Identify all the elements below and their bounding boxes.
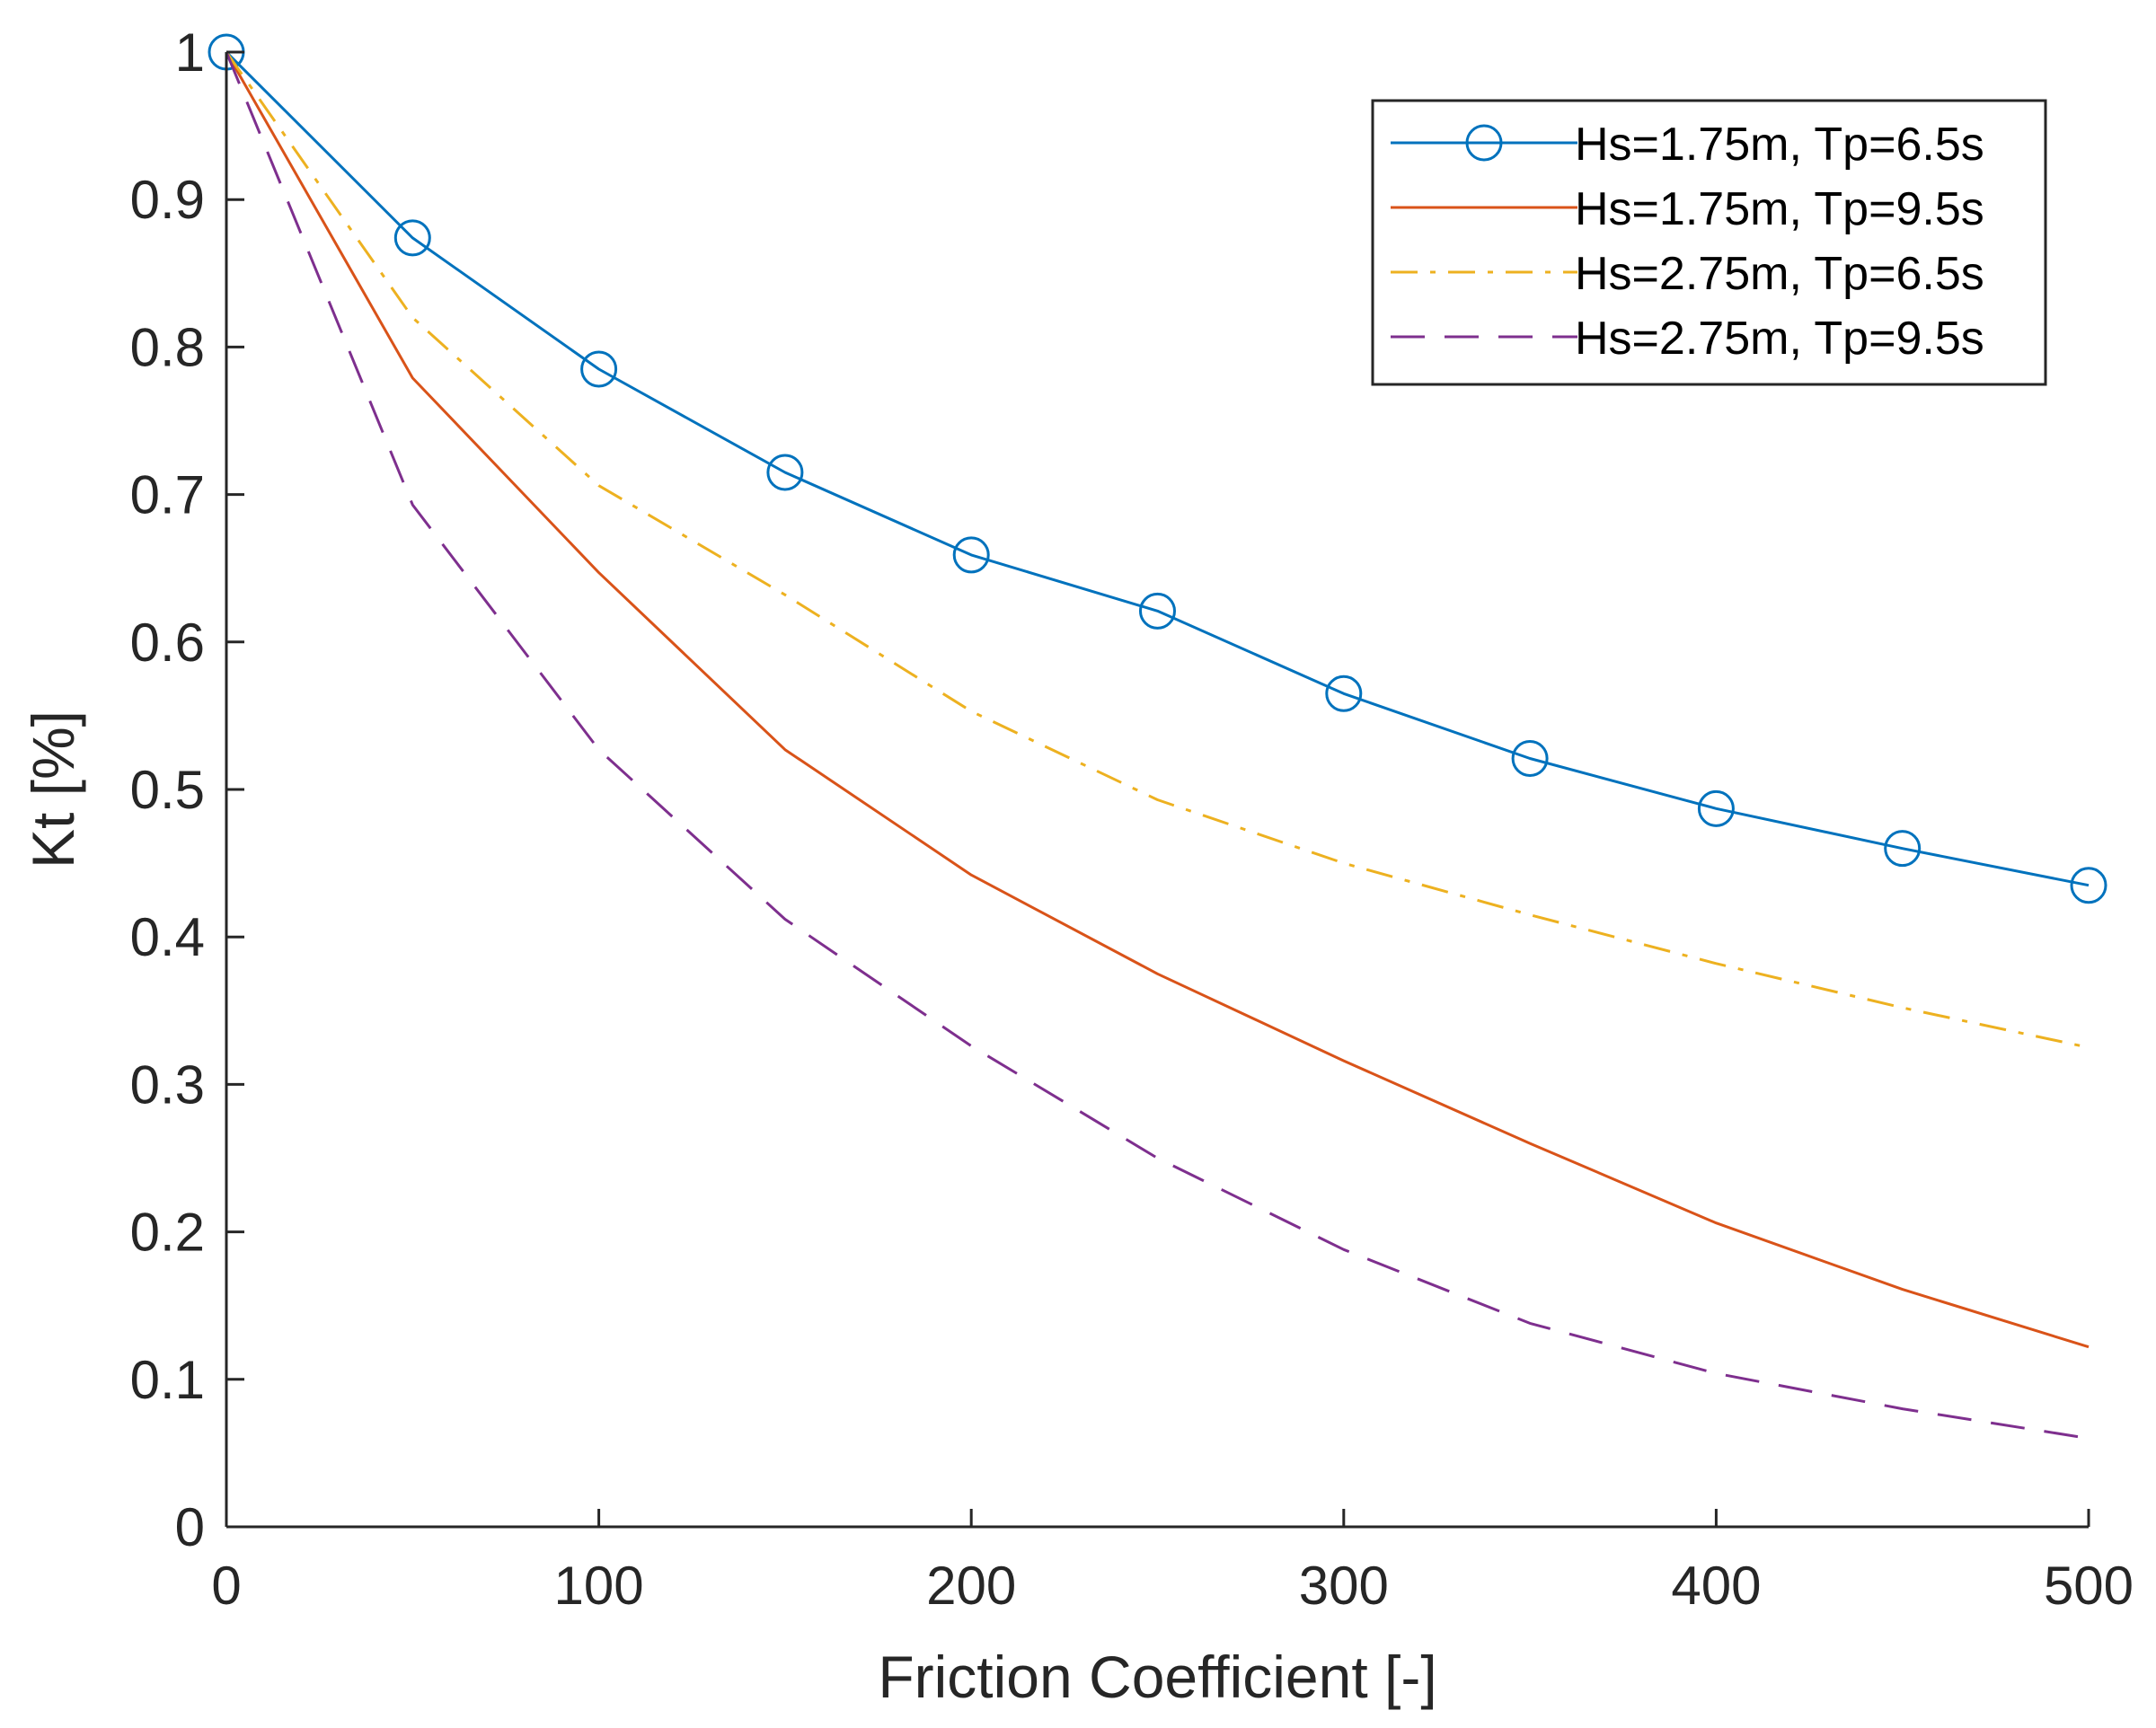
series-1-point-11 xyxy=(2070,867,2107,904)
series-layer xyxy=(208,33,2107,1440)
series-line-1 xyxy=(225,50,2090,887)
legend: Hs=1.75m, Tp=6.5s Hs=1.75m, Tp=9.5s Hs=2.7… xyxy=(1371,99,2047,386)
series-1-point-7 xyxy=(1325,674,1363,712)
legend-label-4: Hs=2.75m, Tp=9.5s xyxy=(1575,313,1984,365)
y-tick-label: 0.6 xyxy=(130,613,205,673)
ticks-layer: 0 100 200 300 400 500 0 0.1 0.2 0.3 0.4 0.5 0.6 0.7 0.… xyxy=(130,22,2134,1616)
legend-marker-1 xyxy=(1465,124,1503,162)
y-tick-label: 0.7 xyxy=(130,465,205,525)
y-tick-label: 0.8 xyxy=(130,317,205,377)
y-tick-label: 0.1 xyxy=(130,1350,205,1410)
x-tick-label: 200 xyxy=(926,1556,1016,1616)
x-axis-label: Friction Coefficient [-] xyxy=(878,1644,1436,1710)
y-axis-label: Kt [%] xyxy=(20,710,86,868)
y-tick-label: 0.4 xyxy=(130,907,205,967)
y-tick-label: 0.3 xyxy=(130,1054,205,1115)
legend-label-3: Hs=2.75m, Tp=6.5s xyxy=(1575,248,1984,300)
y-tick-label: 0.5 xyxy=(130,760,205,820)
y-tick-label: 1 xyxy=(175,22,205,83)
y-tick-label: 0 xyxy=(175,1497,205,1557)
series-1-point-10 xyxy=(1884,830,1922,868)
legend-label-2: Hs=1.75m, Tp=9.5s xyxy=(1575,183,1984,235)
series-1-point-8 xyxy=(1511,740,1549,778)
x-tick-label: 500 xyxy=(2044,1556,2134,1616)
series-1-point-2 xyxy=(393,219,431,257)
series-line-2 xyxy=(225,51,2090,1349)
y-tick-label: 0.9 xyxy=(130,170,205,230)
series-1-point-3 xyxy=(580,350,618,388)
x-tick-label: 0 xyxy=(211,1556,241,1616)
series-1-point-6 xyxy=(1139,592,1176,630)
x-tick-label: 100 xyxy=(554,1556,644,1616)
series-line-3 xyxy=(225,51,2090,1049)
legend-box xyxy=(1371,99,2047,386)
y-tick-label: 0.2 xyxy=(130,1203,205,1263)
series-1-point-9 xyxy=(1697,789,1735,827)
x-tick-label: 300 xyxy=(1299,1556,1389,1616)
x-tick-label: 400 xyxy=(1671,1556,1761,1616)
series-1-point-5 xyxy=(952,536,990,574)
series-1-point-4 xyxy=(766,454,804,491)
legend-label-1: Hs=1.75m, Tp=6.5s xyxy=(1575,119,1984,171)
